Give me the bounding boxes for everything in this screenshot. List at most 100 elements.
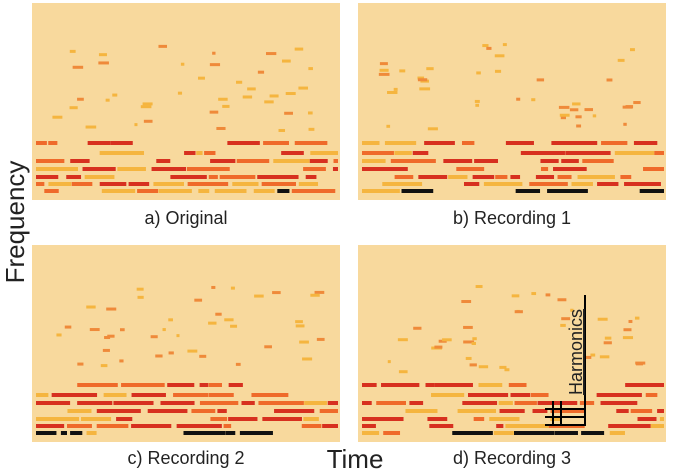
spectrogram-band: [48, 141, 58, 145]
spectrogram-band: [412, 151, 429, 155]
spectrogram-band: [493, 431, 514, 435]
spectrogram-band: [537, 401, 578, 405]
spectrogram-speck: [465, 356, 472, 360]
spectrogram-speck: [69, 106, 78, 110]
spectrogram-band: [253, 189, 275, 193]
spectrogram-band: [382, 182, 423, 186]
spectrogram-speck: [478, 365, 489, 369]
spectrogram-speck: [64, 325, 72, 329]
spectrogram-band: [273, 159, 310, 163]
spectrogram-speck: [592, 114, 597, 118]
spectrogram-speck: [150, 335, 158, 339]
spectrogram-speck: [397, 338, 408, 342]
spectrogram-band: [474, 159, 498, 163]
spectrogram-band: [390, 159, 436, 163]
spectrogram-speck: [314, 290, 325, 294]
spectrogram-band: [184, 151, 196, 155]
spectrogram-speck: [199, 354, 207, 358]
spectrogram-speck: [254, 294, 264, 298]
spectrogram-band: [173, 393, 209, 397]
spectrogram-speck: [379, 62, 388, 66]
spectrogram-speck: [112, 93, 118, 97]
spectrogram-band: [550, 417, 561, 421]
spectrogram-speck: [413, 326, 422, 330]
spectrogram-speck: [475, 285, 483, 289]
spectrogram-band: [36, 159, 65, 163]
spectrogram-band: [362, 383, 377, 387]
spectrogram-band: [637, 417, 657, 421]
spectrogram-band: [418, 175, 448, 179]
spectrogram-speck: [177, 91, 183, 95]
spectrogram-speck: [633, 101, 641, 105]
spectrogram-band: [452, 431, 493, 435]
spectrogram-speck: [194, 298, 203, 302]
spectrogram-speck: [511, 294, 520, 298]
spectrogram-band: [571, 182, 593, 186]
spectrogram-band: [214, 189, 247, 193]
spectrogram-band: [530, 393, 549, 397]
spectrogram-speck: [299, 340, 309, 344]
spectrogram-speck: [417, 78, 428, 82]
spectrogram-band: [332, 167, 338, 171]
panels: [32, 3, 666, 442]
spectrogram-band: [103, 393, 127, 397]
spectrogram-band: [424, 141, 455, 145]
spectrogram-band: [457, 409, 497, 413]
spectrogram-band: [198, 189, 210, 193]
spectrogram-band: [510, 175, 521, 179]
spectrogram-speck: [545, 293, 551, 297]
spectrogram-speck: [216, 126, 226, 130]
spectrogram-speck: [599, 355, 610, 359]
spectrogram-band: [596, 393, 642, 397]
spectrogram-speck: [100, 364, 108, 368]
spectrogram-band: [96, 409, 141, 413]
spectrogram-band: [645, 393, 658, 397]
spectrogram-band: [210, 159, 236, 163]
spectrogram-band: [36, 167, 79, 171]
spectrogram-speck: [494, 54, 505, 58]
spectrogram-band: [362, 431, 380, 435]
spectrogram-band: [551, 141, 598, 145]
spectrogram-speck: [168, 318, 173, 322]
spectrogram-band: [208, 383, 222, 387]
spectrogram-band: [650, 424, 664, 428]
spectrogram-speck: [475, 103, 480, 107]
spectrogram-speck: [212, 51, 216, 55]
x-axis-label: Time: [327, 444, 384, 471]
spectrogram-band: [462, 401, 498, 405]
spectrogram-band: [362, 141, 380, 145]
spectrogram-band: [383, 431, 401, 435]
spectrogram-speck: [222, 104, 230, 108]
spectrogram-band: [620, 175, 632, 179]
spectrogram-band: [579, 401, 595, 405]
spectrogram-band: [116, 417, 133, 421]
spectrogram-band: [128, 182, 150, 186]
spectrogram-band: [362, 401, 372, 405]
spectrogram-band: [81, 417, 112, 421]
spectrogram-band: [99, 182, 127, 186]
spectrogram-band: [467, 393, 509, 397]
spectrogram-speck: [378, 72, 390, 76]
spectrogram-band: [70, 159, 90, 163]
spectrogram-speck: [56, 333, 62, 337]
spectrogram-speck: [85, 125, 97, 129]
spectrogram-speck: [168, 351, 174, 355]
spectrogram-speck: [272, 291, 281, 295]
spectrogram-band: [131, 393, 166, 397]
spectrogram-band: [263, 141, 289, 145]
spectrogram-band: [183, 431, 226, 435]
spectrogram-band: [36, 141, 47, 145]
spectrogram-speck: [536, 78, 545, 82]
spectrogram-speck: [187, 349, 198, 353]
spectrogram-speck: [294, 47, 304, 51]
spectrogram-band: [84, 175, 115, 179]
spectrogram-speck: [516, 97, 521, 101]
spectrogram-speck: [69, 49, 76, 53]
spectrogram-speck: [426, 67, 434, 71]
spectrogram-band: [456, 167, 485, 171]
spectrogram-speck: [302, 357, 313, 361]
spectrogram-speck: [575, 115, 582, 119]
spectrogram-band: [547, 189, 588, 193]
spectrogram-speck: [104, 336, 111, 340]
spectrogram-speck: [72, 65, 84, 69]
